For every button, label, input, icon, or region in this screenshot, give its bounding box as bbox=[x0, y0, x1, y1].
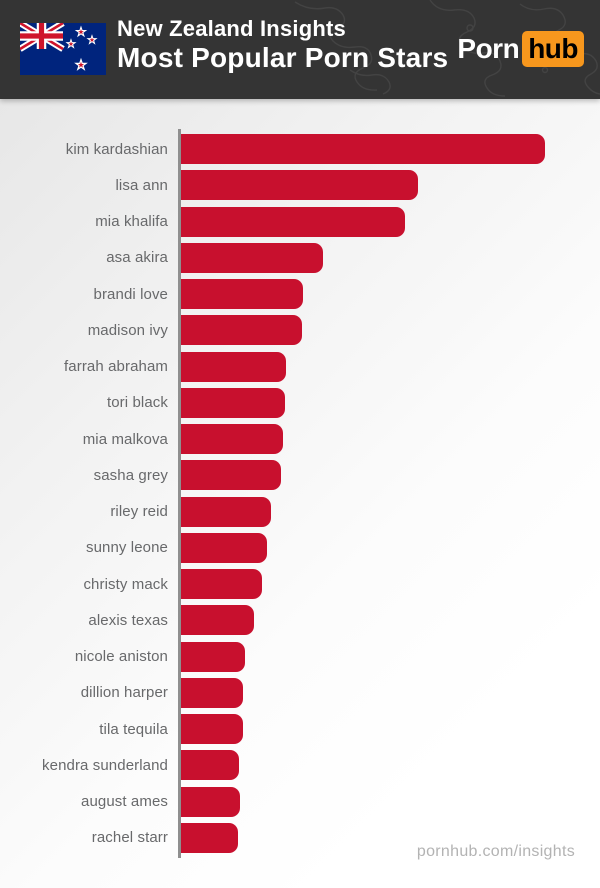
chart-row: rachel starr bbox=[0, 820, 600, 856]
bar bbox=[181, 677, 243, 708]
chart-row: sasha grey bbox=[0, 457, 600, 493]
bar-label: tila tequila bbox=[99, 720, 168, 738]
bar-label: kendra sunderland bbox=[42, 756, 168, 774]
new-zealand-flag bbox=[20, 23, 106, 75]
bar-track bbox=[181, 605, 600, 636]
bar bbox=[181, 496, 271, 527]
chart-row: lisa ann bbox=[0, 167, 600, 203]
bar-label: brandi love bbox=[93, 285, 168, 303]
chart-row: christy mack bbox=[0, 566, 600, 602]
header-title: New Zealand Insights bbox=[117, 16, 346, 41]
bar-chart: kim kardashian lisa ann mia khalifa asa aki… bbox=[0, 99, 600, 888]
chart-row: madison ivy bbox=[0, 312, 600, 348]
bar-label: asa akira bbox=[106, 249, 168, 267]
chart-row: august ames bbox=[0, 784, 600, 820]
bar-track bbox=[181, 460, 600, 491]
chart-row: kim kardashian bbox=[0, 131, 600, 167]
bar bbox=[181, 532, 267, 563]
bar-track bbox=[181, 206, 600, 237]
bar-label: kim kardashian bbox=[65, 140, 168, 158]
bar-label: rachel starr bbox=[91, 829, 168, 847]
bar-label: lisa ann bbox=[115, 176, 168, 194]
bar-label: mia malkova bbox=[82, 430, 168, 448]
header-titles: New Zealand Insights Most Popular Porn S… bbox=[117, 15, 448, 73]
bar-label: farrah abraham bbox=[64, 358, 168, 376]
bar-label: mia khalifa bbox=[95, 213, 168, 231]
bar-label: dillion harper bbox=[80, 684, 168, 702]
chart-row: farrah abraham bbox=[0, 349, 600, 385]
chart-axis-line bbox=[178, 129, 181, 858]
bar bbox=[181, 315, 302, 346]
bar-label: nicole aniston bbox=[74, 648, 168, 666]
bar bbox=[181, 786, 240, 817]
bar-track bbox=[181, 315, 600, 346]
pornhub-logo[interactable]: Porn hub bbox=[457, 31, 584, 67]
bar bbox=[181, 134, 545, 165]
chart-row: mia khalifa bbox=[0, 204, 600, 240]
bar bbox=[181, 641, 246, 672]
bar-track bbox=[181, 714, 600, 745]
chart-row: kendra sunderland bbox=[0, 747, 600, 783]
chart-row: alexis texas bbox=[0, 602, 600, 638]
chart-row: nicole aniston bbox=[0, 639, 600, 675]
bar bbox=[181, 714, 243, 745]
bar-track bbox=[181, 569, 600, 600]
bar-label: christy mack bbox=[83, 575, 168, 593]
bar bbox=[181, 279, 303, 310]
chart-rows: kim kardashian lisa ann mia khalifa asa aki… bbox=[0, 131, 600, 856]
chart-row: brandi love bbox=[0, 276, 600, 312]
logo-text-porn: Porn bbox=[457, 33, 520, 64]
bar-track bbox=[181, 351, 600, 382]
bar-label: madison ivy bbox=[87, 321, 168, 339]
bar bbox=[181, 242, 323, 273]
bar bbox=[181, 206, 405, 237]
chart-row: tila tequila bbox=[0, 711, 600, 747]
bar bbox=[181, 569, 263, 600]
bar bbox=[181, 351, 286, 382]
bar-label: tori black bbox=[106, 394, 168, 412]
bar bbox=[181, 424, 283, 455]
header: New Zealand Insights Most Popular Porn S… bbox=[0, 0, 600, 99]
bar-label: alexis texas bbox=[88, 611, 168, 629]
chart-row: asa akira bbox=[0, 240, 600, 276]
bar-track bbox=[181, 786, 600, 817]
bar bbox=[181, 605, 255, 636]
chart-row: sunny leone bbox=[0, 530, 600, 566]
bar-label: sasha grey bbox=[93, 466, 168, 484]
chart-row: riley reid bbox=[0, 494, 600, 530]
bar bbox=[181, 170, 418, 201]
bar-track bbox=[181, 822, 600, 853]
bar-label: august ames bbox=[81, 793, 168, 811]
bar-label: riley reid bbox=[110, 503, 168, 521]
logo-text-hub: hub bbox=[522, 31, 584, 67]
header-subtitle: Most Popular Porn Stars bbox=[117, 42, 449, 73]
bar-track bbox=[181, 279, 600, 310]
bar-track bbox=[181, 677, 600, 708]
bar-track bbox=[181, 532, 600, 563]
bar-label: sunny leone bbox=[86, 539, 168, 557]
bar bbox=[181, 460, 282, 491]
bar-track bbox=[181, 496, 600, 527]
bar-track bbox=[181, 424, 600, 455]
bar-track bbox=[181, 641, 600, 672]
chart-row: mia malkova bbox=[0, 421, 600, 457]
bar-track bbox=[181, 750, 600, 781]
chart-row: tori black bbox=[0, 385, 600, 421]
chart-row: dillion harper bbox=[0, 675, 600, 711]
bar bbox=[181, 387, 286, 418]
bar-track bbox=[181, 242, 600, 273]
footer-url[interactable]: pornhub.com/insights bbox=[416, 843, 575, 860]
bar-track bbox=[181, 387, 600, 418]
bar bbox=[181, 822, 239, 853]
bar-track bbox=[181, 134, 600, 165]
bar-track bbox=[181, 170, 600, 201]
bar bbox=[181, 750, 239, 781]
